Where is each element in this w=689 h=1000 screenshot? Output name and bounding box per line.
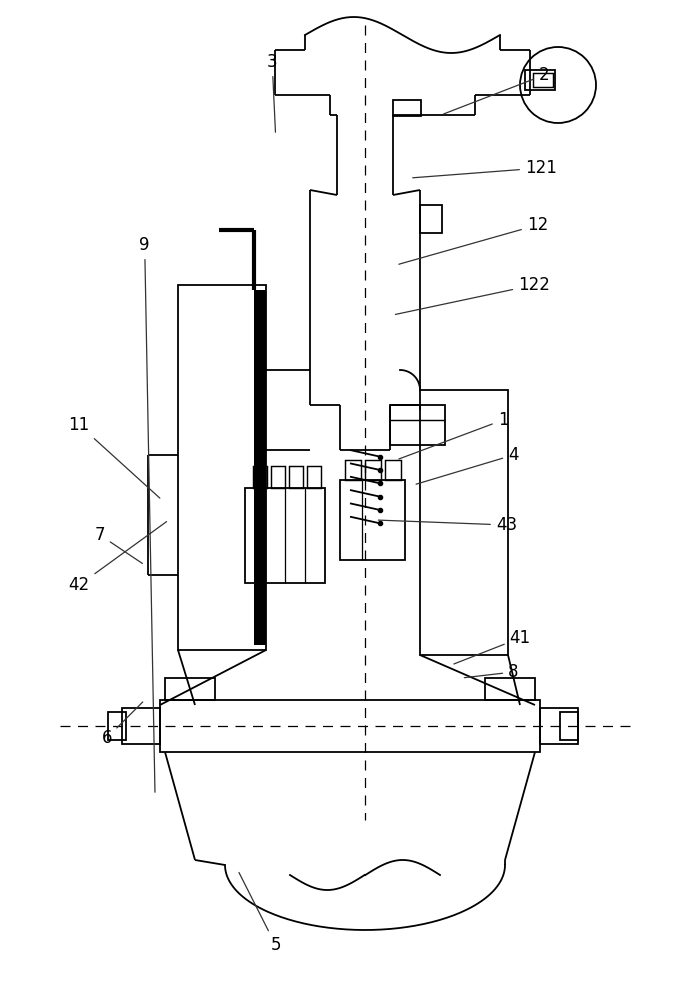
Text: 121: 121 xyxy=(413,159,557,178)
Bar xyxy=(160,700,540,752)
Bar xyxy=(108,712,126,740)
Text: 9: 9 xyxy=(139,236,155,792)
Text: 2: 2 xyxy=(444,66,550,114)
Bar xyxy=(485,678,535,700)
Bar xyxy=(253,466,267,488)
Bar xyxy=(289,466,303,488)
Text: 12: 12 xyxy=(399,216,548,264)
Text: 42: 42 xyxy=(69,522,167,594)
Bar xyxy=(420,205,442,233)
Bar xyxy=(122,708,160,744)
Bar xyxy=(307,466,321,488)
Bar xyxy=(390,405,445,445)
Text: 1: 1 xyxy=(399,411,508,459)
Bar xyxy=(540,708,578,744)
Text: 41: 41 xyxy=(454,629,531,664)
Bar xyxy=(340,480,405,560)
Text: 4: 4 xyxy=(416,446,519,484)
Bar xyxy=(245,488,325,583)
Bar xyxy=(560,712,578,740)
Bar xyxy=(393,100,421,116)
Bar xyxy=(178,285,266,650)
Text: 43: 43 xyxy=(378,516,517,534)
Bar xyxy=(271,466,285,488)
Text: 122: 122 xyxy=(395,276,550,314)
Text: 8: 8 xyxy=(464,663,519,681)
Text: 11: 11 xyxy=(69,416,160,498)
Bar xyxy=(385,460,401,480)
Bar xyxy=(533,73,553,87)
Bar xyxy=(525,70,555,90)
Text: 6: 6 xyxy=(101,702,143,747)
Text: 3: 3 xyxy=(267,53,278,132)
Bar xyxy=(420,390,508,655)
Bar xyxy=(254,290,266,645)
Bar xyxy=(165,678,215,700)
Bar xyxy=(345,460,361,480)
Text: 5: 5 xyxy=(239,872,281,954)
Bar xyxy=(365,460,381,480)
Text: 7: 7 xyxy=(94,526,143,563)
